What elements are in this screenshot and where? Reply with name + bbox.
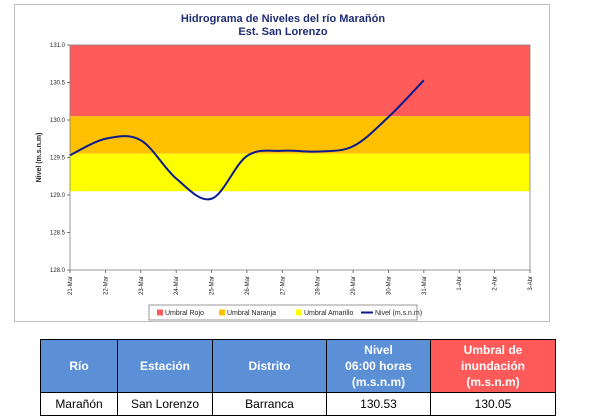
y-tick-label: 130.5	[50, 81, 66, 87]
x-tick-label: 24-Mar	[174, 276, 180, 295]
y-tick-label: 130.0	[50, 118, 66, 124]
header-nivel: Nivel 06:00 horas (m.s.n.m)	[326, 339, 431, 393]
y-tick-label: 131.0	[50, 43, 66, 49]
x-tick-label: 27-Mar	[280, 276, 286, 295]
band-umbral-rojo	[70, 45, 530, 117]
y-tick-label: 128.5	[50, 231, 66, 237]
table-header-row: Río Estación Distrito Nivel 06:00 horas …	[40, 339, 556, 393]
header-distrito: Distrito	[212, 339, 327, 393]
chart-title: Hidrograma de Niveles del río Marañón	[181, 13, 385, 25]
x-tick-label: 31-Mar	[422, 276, 428, 295]
legend-umbral-rojo-label: Umbral Rojo	[165, 310, 204, 317]
x-tick-label: 26-Mar	[245, 276, 251, 295]
band-umbral-amarillo	[70, 153, 530, 192]
x-tick-label: 21-Mar	[68, 276, 74, 295]
x-tick-label: 3-Abr	[528, 276, 534, 291]
hydrograph-chart: Hidrograma de Niveles del río MarañónEst…	[36, 13, 534, 321]
y-tick-label: 129.0	[50, 193, 66, 199]
x-tick-label: 28-Mar	[316, 276, 322, 295]
header-estacion: Estación	[117, 339, 213, 393]
cell-umbral: 130.05	[430, 392, 556, 416]
x-tick-label: 23-Mar	[139, 276, 145, 295]
chart-subtitle: Est. San Lorenzo	[238, 26, 328, 38]
cell-rio: Marañón	[40, 392, 118, 416]
x-tick-label: 2-Abr	[493, 276, 499, 291]
legend-umbral-amarillo-swatch	[296, 309, 302, 316]
legend-umbral-naranja-label: Umbral Naranja	[227, 310, 276, 317]
y-tick-label: 129.5	[50, 156, 66, 162]
chart-frame: Hidrograma de Niveles del río Marañón Est…	[14, 4, 550, 322]
header-rio: Río	[40, 339, 118, 393]
station-level-table: Río Estación Distrito Nivel 06:00 horas …	[40, 339, 556, 416]
cell-distrito: Barranca	[212, 392, 327, 416]
x-tick-label: 30-Mar	[386, 276, 392, 295]
y-axis-title: Nivel (m.s.n.m)	[36, 133, 43, 183]
x-tick-label: 22-Mar	[103, 276, 109, 295]
legend-nivel-label: Nivel (m.s.n.m)	[375, 310, 422, 317]
legend-umbral-naranja-swatch	[219, 309, 225, 316]
cell-nivel: 130.53	[326, 392, 431, 416]
band-umbral-naranja	[70, 116, 530, 154]
table-row: Marañón San Lorenzo Barranca 130.53 130.…	[40, 392, 556, 416]
legend-box	[148, 304, 418, 321]
x-tick-label: 25-Mar	[210, 276, 216, 295]
x-tick-label: 29-Mar	[351, 276, 357, 295]
legend-umbral-rojo-swatch	[157, 309, 163, 316]
legend-umbral-amarillo-label: Umbral Amarillo	[304, 310, 354, 317]
cell-estacion: San Lorenzo	[117, 392, 213, 416]
y-tick-label: 128.0	[50, 268, 66, 274]
x-tick-label: 1-Abr	[457, 276, 463, 291]
header-umbral: Umbral de inundación (m.s.n.m)	[430, 339, 556, 393]
